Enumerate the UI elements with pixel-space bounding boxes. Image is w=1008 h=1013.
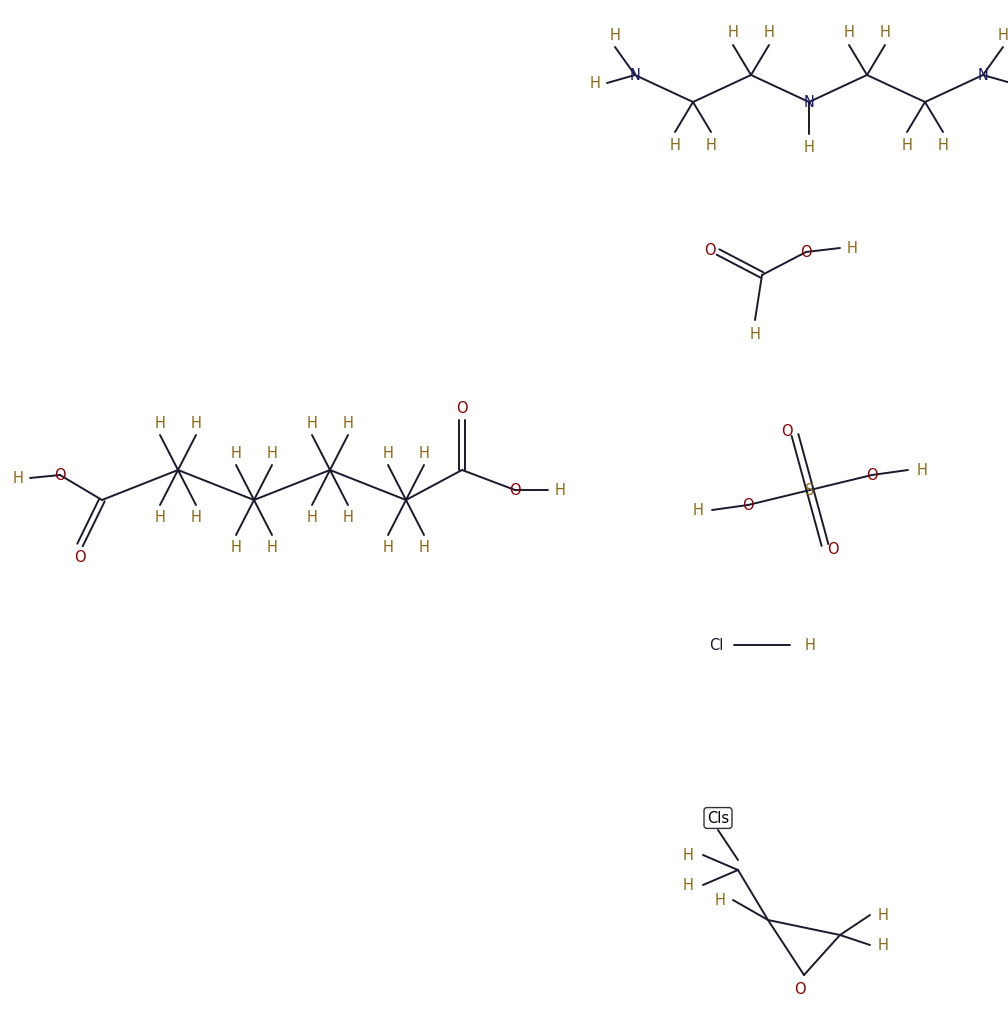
- Text: H: H: [12, 470, 23, 485]
- Text: H: H: [343, 415, 354, 431]
- Text: H: H: [418, 540, 429, 554]
- Text: H: H: [306, 415, 318, 431]
- Text: N: N: [978, 68, 989, 82]
- Text: O: O: [54, 468, 66, 482]
- Text: H: H: [154, 510, 165, 525]
- Text: H: H: [610, 27, 621, 43]
- Text: N: N: [803, 94, 814, 109]
- Text: H: H: [750, 326, 760, 341]
- Text: H: H: [715, 892, 726, 908]
- Text: H: H: [844, 24, 855, 40]
- Text: O: O: [509, 482, 521, 497]
- Text: H: H: [306, 510, 318, 525]
- Text: H: H: [728, 24, 739, 40]
- Text: H: H: [998, 27, 1008, 43]
- Text: O: O: [781, 423, 793, 439]
- Text: H: H: [878, 937, 888, 952]
- Text: H: H: [916, 463, 927, 477]
- Text: Cl: Cl: [709, 637, 723, 652]
- Text: H: H: [880, 24, 890, 40]
- Text: H: H: [418, 446, 429, 461]
- Text: N: N: [630, 68, 640, 82]
- Text: H: H: [804, 637, 815, 652]
- Text: H: H: [231, 540, 242, 554]
- Text: H: H: [847, 240, 858, 255]
- Text: O: O: [742, 497, 754, 513]
- Text: O: O: [800, 244, 811, 259]
- Text: O: O: [828, 542, 839, 556]
- Text: H: H: [669, 138, 680, 153]
- Text: H: H: [878, 908, 888, 923]
- Text: H: H: [682, 848, 694, 862]
- Text: H: H: [191, 510, 202, 525]
- Text: O: O: [866, 468, 878, 482]
- Text: O: O: [705, 242, 716, 257]
- Text: H: H: [692, 502, 704, 518]
- Text: H: H: [682, 877, 694, 892]
- Text: H: H: [590, 76, 601, 90]
- Text: H: H: [554, 482, 565, 497]
- Text: O: O: [457, 400, 468, 415]
- Text: H: H: [266, 446, 277, 461]
- Text: H: H: [383, 446, 393, 461]
- Text: H: H: [231, 446, 242, 461]
- Text: O: O: [75, 549, 86, 564]
- Text: H: H: [803, 140, 814, 155]
- Text: Cls: Cls: [707, 810, 729, 826]
- Text: H: H: [154, 415, 165, 431]
- Text: H: H: [937, 138, 949, 153]
- Text: H: H: [343, 510, 354, 525]
- Text: H: H: [764, 24, 774, 40]
- Text: O: O: [794, 982, 805, 997]
- Text: S: S: [805, 482, 814, 497]
- Text: H: H: [706, 138, 717, 153]
- Text: H: H: [383, 540, 393, 554]
- Text: H: H: [266, 540, 277, 554]
- Text: H: H: [191, 415, 202, 431]
- Text: H: H: [901, 138, 912, 153]
